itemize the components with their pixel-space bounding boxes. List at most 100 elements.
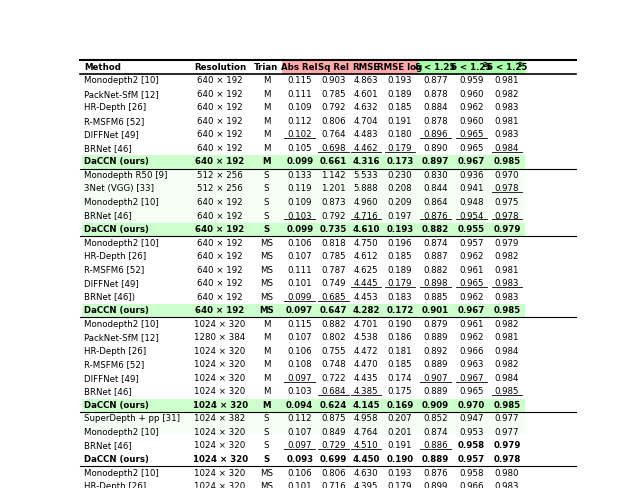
- Text: 0.764: 0.764: [321, 130, 346, 140]
- Text: 4.958: 4.958: [354, 414, 378, 424]
- Text: 0.961: 0.961: [459, 320, 484, 329]
- Text: S: S: [264, 211, 269, 221]
- Bar: [83, 439, 525, 453]
- Text: 0.112: 0.112: [287, 117, 312, 126]
- Text: R-MSFM6 [52]: R-MSFM6 [52]: [84, 360, 144, 369]
- Text: Monodepth2 [10]: Monodepth2 [10]: [84, 320, 159, 329]
- Text: 0.107: 0.107: [287, 428, 312, 437]
- Text: 0.193: 0.193: [388, 76, 412, 85]
- Text: 0.173: 0.173: [386, 158, 413, 166]
- Bar: [83, 182, 525, 196]
- Text: 0.873: 0.873: [321, 198, 346, 207]
- Text: 0.903: 0.903: [321, 76, 346, 85]
- Text: 0.093: 0.093: [286, 455, 314, 464]
- Text: 4.470: 4.470: [354, 360, 378, 369]
- Text: 0.106: 0.106: [287, 468, 312, 478]
- Text: 4.435: 4.435: [354, 374, 378, 383]
- Text: 0.785: 0.785: [321, 252, 346, 261]
- Text: 0.882: 0.882: [422, 225, 449, 234]
- Text: 0.196: 0.196: [388, 239, 412, 247]
- Text: 512 × 256: 512 × 256: [197, 184, 243, 193]
- Text: 640 × 192: 640 × 192: [197, 279, 243, 288]
- Bar: [83, 304, 525, 318]
- Text: S: S: [264, 414, 269, 424]
- Text: MS: MS: [260, 482, 273, 488]
- Text: 4.510: 4.510: [354, 442, 378, 450]
- Text: 0.962: 0.962: [459, 103, 484, 112]
- Text: 640 × 192: 640 × 192: [197, 265, 243, 275]
- Text: 0.983: 0.983: [495, 279, 519, 288]
- Text: 0.962: 0.962: [459, 293, 484, 302]
- Text: BRNet [46]: BRNet [46]: [84, 442, 132, 450]
- Text: 0.189: 0.189: [388, 265, 412, 275]
- Text: 0.684: 0.684: [321, 387, 346, 396]
- Text: S: S: [264, 198, 269, 207]
- Text: 640 × 192: 640 × 192: [197, 252, 243, 261]
- Text: 0.985: 0.985: [493, 401, 520, 410]
- Text: 0.874: 0.874: [423, 239, 448, 247]
- Text: 0.197: 0.197: [388, 211, 412, 221]
- Text: 0.959: 0.959: [459, 76, 484, 85]
- Text: 0.101: 0.101: [287, 482, 312, 488]
- Text: MS: MS: [260, 252, 273, 261]
- Text: 0.983: 0.983: [495, 130, 519, 140]
- Text: 0.936: 0.936: [459, 171, 484, 180]
- Text: 1280 × 384: 1280 × 384: [195, 333, 246, 342]
- Text: 4.483: 4.483: [354, 130, 378, 140]
- Text: 0.716: 0.716: [321, 482, 346, 488]
- Text: 4.630: 4.630: [354, 468, 378, 478]
- Text: MS: MS: [260, 468, 273, 478]
- Text: Resolution: Resolution: [194, 62, 246, 72]
- Text: 0.901: 0.901: [422, 306, 449, 315]
- Text: 5.888: 5.888: [354, 184, 378, 193]
- Text: 0.230: 0.230: [388, 171, 412, 180]
- Text: R-MSFM6 [52]: R-MSFM6 [52]: [84, 265, 144, 275]
- Text: 0.109: 0.109: [287, 198, 312, 207]
- Text: 0.186: 0.186: [388, 333, 412, 342]
- Text: 4.863: 4.863: [354, 76, 378, 85]
- Text: MS: MS: [260, 239, 273, 247]
- Text: 0.183: 0.183: [388, 293, 412, 302]
- Text: MS: MS: [260, 265, 273, 275]
- Text: 640 × 192: 640 × 192: [197, 239, 243, 247]
- Text: 3: 3: [518, 61, 522, 67]
- Text: 0.909: 0.909: [422, 401, 449, 410]
- Text: 0.896: 0.896: [424, 130, 448, 140]
- Text: 2: 2: [483, 61, 487, 67]
- Text: 4.472: 4.472: [354, 347, 378, 356]
- Text: M: M: [263, 333, 270, 342]
- Text: 0.106: 0.106: [287, 347, 312, 356]
- Text: M: M: [263, 320, 270, 329]
- Text: 0.661: 0.661: [320, 158, 348, 166]
- Text: 0.984: 0.984: [495, 347, 519, 356]
- Text: 4.316: 4.316: [352, 158, 380, 166]
- Text: 0.889: 0.889: [424, 387, 448, 396]
- Text: 0.874: 0.874: [423, 428, 448, 437]
- Text: 0.109: 0.109: [287, 103, 312, 112]
- Text: 0.111: 0.111: [287, 265, 312, 275]
- Text: 4.764: 4.764: [354, 428, 378, 437]
- Text: 0.982: 0.982: [495, 320, 519, 329]
- Text: 0.191: 0.191: [388, 117, 412, 126]
- Text: 0.975: 0.975: [495, 198, 519, 207]
- Text: 0.106: 0.106: [287, 239, 312, 247]
- Text: 0.119: 0.119: [287, 184, 312, 193]
- Text: 4.612: 4.612: [354, 252, 378, 261]
- Text: 0.967: 0.967: [458, 158, 485, 166]
- Text: 0.879: 0.879: [424, 320, 448, 329]
- Text: 1.201: 1.201: [321, 184, 346, 193]
- Bar: [83, 196, 525, 209]
- Text: 0.979: 0.979: [493, 442, 521, 450]
- Text: Monodepth2 [10]: Monodepth2 [10]: [84, 239, 159, 247]
- Bar: [83, 426, 525, 439]
- Text: 0.977: 0.977: [495, 414, 519, 424]
- Text: 0.722: 0.722: [321, 374, 346, 383]
- Bar: [382, 61, 418, 74]
- Text: 0.878: 0.878: [423, 90, 448, 99]
- Text: 640 × 192: 640 × 192: [197, 211, 243, 221]
- Text: Monodepth2 [10]: Monodepth2 [10]: [84, 198, 159, 207]
- Text: 0.882: 0.882: [321, 320, 346, 329]
- Text: 0.169: 0.169: [387, 401, 413, 410]
- Text: Sq Rel: Sq Rel: [318, 62, 349, 72]
- Text: 640 × 192: 640 × 192: [195, 306, 244, 315]
